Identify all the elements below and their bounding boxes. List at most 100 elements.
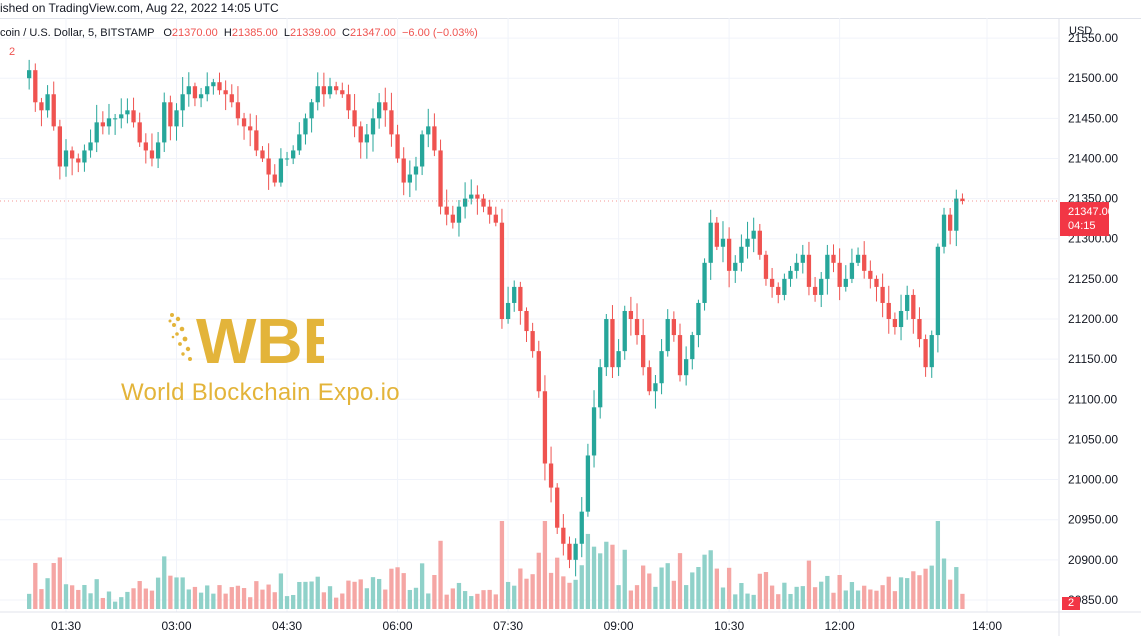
- candle-body: [456, 206, 462, 223]
- time-tick-label: 14:00: [972, 619, 1002, 633]
- volume-bar: [518, 568, 523, 609]
- volume-bar: [898, 577, 904, 609]
- volume-bar: [469, 596, 474, 609]
- candle-body: [911, 294, 916, 320]
- volume-bar: [192, 586, 198, 609]
- price-tick-label: 20950.00: [1068, 513, 1118, 527]
- volume-bar: [241, 588, 247, 609]
- candle-body: [702, 262, 707, 303]
- volume-bar: [315, 576, 320, 609]
- volume-legend[interactable]: 2: [9, 46, 16, 58]
- price-tick-label: 20900.00: [1068, 553, 1118, 567]
- time-axis[interactable]: 01:30 03:00 04:30 06:00 07:30 09:00 10:30 12:00…: [51, 619, 1002, 633]
- candle-body: [677, 335, 683, 376]
- volume-bar: [272, 592, 277, 609]
- candle-body: [45, 94, 50, 111]
- candle-body: [192, 86, 198, 99]
- open-value: 21370.00: [171, 27, 218, 39]
- volume-bar: [358, 579, 363, 609]
- volume-bar: [960, 593, 965, 609]
- volume-bar: [217, 585, 222, 609]
- candle-body: [211, 82, 216, 87]
- candle-body: [745, 238, 750, 247]
- time-tick-label: 12:00: [825, 619, 855, 633]
- candle-body: [665, 319, 670, 352]
- volume-bar: [862, 585, 867, 609]
- symbol-name[interactable]: coin / U.S. Dollar, 5, BITSTAMP: [0, 27, 155, 39]
- candle-body: [757, 230, 762, 255]
- candle-body: [168, 102, 173, 127]
- volume-bar: [419, 563, 425, 609]
- volume-bar: [438, 540, 443, 609]
- volume-bar: [149, 590, 155, 609]
- candle-body: [364, 134, 370, 143]
- volume-bar: [677, 553, 683, 609]
- price-tick-label: 21050.00: [1068, 432, 1118, 446]
- candle-body: [892, 319, 898, 328]
- candle-body: [862, 254, 867, 271]
- volume-bar: [88, 593, 93, 609]
- candle-body: [763, 254, 769, 279]
- volume-bar: [720, 587, 726, 609]
- volume-bar: [874, 590, 879, 609]
- time-tick-label: 04:30: [272, 619, 302, 633]
- candle-body: [346, 94, 351, 111]
- candle-body: [426, 126, 431, 135]
- candle-body: [843, 278, 848, 287]
- candle-body: [591, 407, 597, 456]
- high-value: 21385.00: [231, 27, 278, 39]
- volume-bar: [512, 585, 517, 609]
- volume-bar: [702, 554, 707, 609]
- candle-body: [297, 134, 302, 151]
- candle-body: [542, 391, 548, 464]
- volume-bar: [745, 593, 750, 609]
- volume-bar: [598, 553, 603, 609]
- volume-bar: [604, 541, 609, 609]
- volume-bar: [370, 577, 376, 609]
- volume-bar: [917, 575, 922, 609]
- volume-bar: [112, 601, 118, 609]
- volume-bar: [254, 581, 259, 609]
- candle-body: [493, 214, 498, 223]
- volume-bar: [886, 576, 891, 609]
- volume-bar: [659, 567, 664, 609]
- candle-body: [585, 455, 591, 512]
- candle-body: [561, 527, 566, 544]
- candle-body: [469, 194, 474, 199]
- volume-bar: [493, 594, 498, 609]
- volume-bars: [27, 521, 965, 609]
- candle-body: [315, 86, 320, 103]
- volume-bar: [954, 567, 959, 609]
- candle-body: [278, 158, 284, 183]
- candle-body: [106, 118, 112, 127]
- volume-bar: [505, 581, 511, 609]
- logo-dots-icon: [168, 313, 192, 361]
- volume-bar: [935, 521, 941, 609]
- time-tick-label: 09:00: [604, 619, 634, 633]
- candle-body: [505, 302, 511, 320]
- candle-body: [782, 278, 787, 295]
- volume-bar: [94, 579, 99, 609]
- candle-body: [462, 198, 468, 207]
- candle-body: [260, 150, 265, 159]
- candle-body: [616, 351, 621, 368]
- candle-body: [880, 286, 885, 303]
- candle-body: [321, 86, 327, 95]
- volume-bar: [751, 594, 756, 609]
- price-axis[interactable]: 20850.00 20900.00 20950.00 21000.00 21050.00…: [1068, 31, 1118, 607]
- currency-label: USD: [1069, 25, 1093, 37]
- volume-bar: [407, 589, 412, 609]
- volume-bar: [880, 585, 885, 609]
- candle-body: [376, 102, 382, 119]
- last-price-tag: 21347.00 04:15: [1060, 202, 1114, 236]
- volume-bar: [211, 593, 216, 609]
- close-label: C: [342, 27, 350, 39]
- candle-body: [180, 94, 185, 111]
- candle-body: [162, 102, 167, 143]
- volume-bar: [634, 585, 640, 609]
- candle-body: [579, 511, 584, 544]
- volume-bar: [653, 586, 658, 609]
- candle-body: [837, 262, 842, 287]
- volume-bar: [911, 571, 916, 609]
